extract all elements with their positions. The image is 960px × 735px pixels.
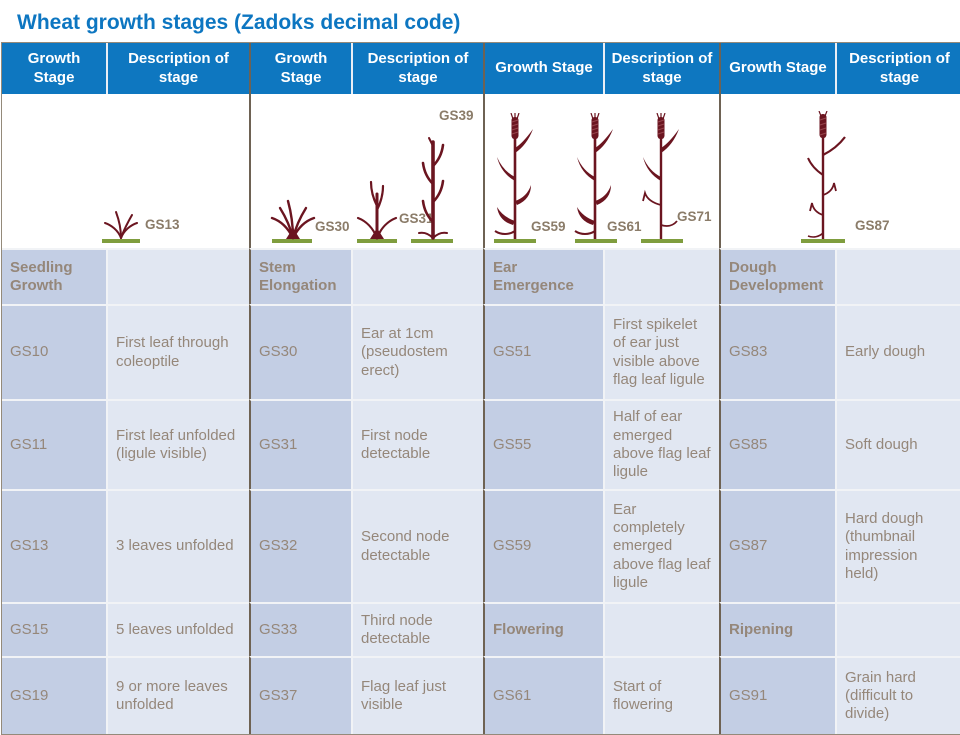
ground-line — [411, 239, 453, 243]
desc-cell: 9 or more leaves unfolded — [106, 656, 249, 734]
wheat-gs87-icon — [807, 111, 846, 239]
desc-cell: Third node detectable — [351, 602, 483, 656]
figure-cell-seedling: GS13 — [2, 94, 249, 248]
table-row: GS13 3 leaves unfolded GS32 Second node … — [2, 489, 960, 602]
section-desc-empty — [835, 602, 960, 656]
figure-label-gs31: GS31 — [399, 211, 434, 226]
stage-cell: GS30 — [249, 304, 351, 399]
section-desc-empty — [603, 248, 719, 304]
figure-label-gs87: GS87 — [855, 218, 890, 233]
table-row: GS19 9 or more leaves unfolded GS37 Flag… — [2, 656, 960, 734]
desc-cell: Early dough — [835, 304, 960, 399]
figure-label-gs61: GS61 — [607, 219, 642, 234]
page-title: Wheat growth stages (Zadoks decimal code… — [17, 11, 461, 34]
growth-stages-table: GS13 GS30 — [1, 42, 960, 735]
stage-cell: GS32 — [249, 489, 351, 602]
header-growth-stage: Growth Stage — [483, 43, 603, 94]
figure-cell-ear-emergence: GS59 GS61 — [483, 94, 719, 248]
table-row: GS11 First leaf unfolded (ligule visible… — [2, 399, 960, 489]
figure-label-gs30: GS30 — [315, 219, 350, 234]
desc-cell: Half of ear emerged above flag leaf ligu… — [603, 399, 719, 489]
section-dough-development: Dough Development — [719, 248, 835, 304]
header-row: Growth Stage Description of stage Growth… — [2, 43, 960, 94]
figure-label-gs59: GS59 — [531, 219, 566, 234]
ground-line — [801, 239, 845, 243]
figure-cell-dough-development: GS87 — [719, 94, 960, 248]
header-growth-stage: Growth Stage — [2, 43, 106, 94]
stage-cell: GS19 — [2, 656, 106, 734]
desc-cell: First leaf unfolded (ligule visible) — [106, 399, 249, 489]
stage-cell: GS61 — [483, 656, 603, 734]
desc-cell: First node detectable — [351, 399, 483, 489]
desc-cell: Ear completely emerged above flag leaf l… — [603, 489, 719, 602]
stage-cell: GS83 — [719, 304, 835, 399]
stage-cell: GS59 — [483, 489, 603, 602]
wheat-gs30-icon — [270, 199, 316, 240]
stage-cell: GS37 — [249, 656, 351, 734]
section-row: Seedling Growth Stem Elongation Ear Emer… — [2, 248, 960, 304]
desc-cell: Ear at 1cm (pseudostem erect) — [351, 304, 483, 399]
illustration-row: GS13 GS30 — [2, 94, 960, 248]
stage-cell: GS87 — [719, 489, 835, 602]
header-growth-stage: Growth Stage — [719, 43, 835, 94]
header-description: Description of stage — [603, 43, 719, 94]
stage-cell: GS33 — [249, 602, 351, 656]
desc-cell: Hard dough (thumbnail impression held) — [835, 489, 960, 602]
wheat-gs39-icon — [418, 137, 448, 240]
stage-cell: GS91 — [719, 656, 835, 734]
desc-cell: Flag leaf just visible — [351, 656, 483, 734]
ground-line — [357, 239, 397, 243]
table-row: GS15 5 leaves unfolded GS33 Third node d… — [2, 602, 960, 656]
header-description: Description of stage — [106, 43, 249, 94]
desc-cell: Soft dough — [835, 399, 960, 489]
figure-label-gs71: GS71 — [677, 209, 712, 224]
stage-cell: GS13 — [2, 489, 106, 602]
ground-line — [494, 239, 536, 243]
desc-cell: Grain hard (difficult to divide) — [835, 656, 960, 734]
section-ripening: Ripening — [719, 602, 835, 656]
desc-cell: Second node detectable — [351, 489, 483, 602]
section-desc-empty — [106, 248, 249, 304]
desc-cell: 5 leaves unfolded — [106, 602, 249, 656]
stage-cell: GS55 — [483, 399, 603, 489]
header-description: Description of stage — [351, 43, 483, 94]
wheat-gs13-icon — [104, 211, 138, 239]
wheat-gs31-icon — [356, 180, 398, 240]
stage-cell: GS31 — [249, 399, 351, 489]
table-row: GS10 First leaf through coleoptile GS30 … — [2, 304, 960, 399]
stage-cell: GS15 — [2, 602, 106, 656]
figure-label-gs39: GS39 — [439, 108, 474, 123]
section-stem-elongation: Stem Elongation — [249, 248, 351, 304]
section-desc-empty — [835, 248, 960, 304]
section-ear-emergence: Ear Emergence — [483, 248, 603, 304]
desc-cell: Start of flowering — [603, 656, 719, 734]
figure-cell-stem-elongation: GS30 GS31 — [249, 94, 483, 248]
ground-line — [102, 239, 140, 243]
desc-cell: First spikelet of ear just visible above… — [603, 304, 719, 399]
desc-cell: First leaf through coleoptile — [106, 304, 249, 399]
ground-line — [641, 239, 683, 243]
wheat-gs59-icon — [494, 113, 533, 239]
desc-cell: 3 leaves unfolded — [106, 489, 249, 602]
stage-cell: GS10 — [2, 304, 106, 399]
section-flowering: Flowering — [483, 602, 603, 656]
ground-line — [575, 239, 617, 243]
ground-line — [272, 239, 312, 243]
stage-cell: GS51 — [483, 304, 603, 399]
figure-label-gs13: GS13 — [145, 217, 180, 232]
header-growth-stage: Growth Stage — [249, 43, 351, 94]
section-desc-empty — [351, 248, 483, 304]
stage-cell: GS11 — [2, 399, 106, 489]
wheat-gs61-icon — [574, 113, 613, 239]
section-desc-empty — [603, 602, 719, 656]
wheat-gs71-icon — [642, 113, 679, 239]
header-description: Description of stage — [835, 43, 960, 94]
section-seedling-growth: Seedling Growth — [2, 248, 106, 304]
stage-cell: GS85 — [719, 399, 835, 489]
